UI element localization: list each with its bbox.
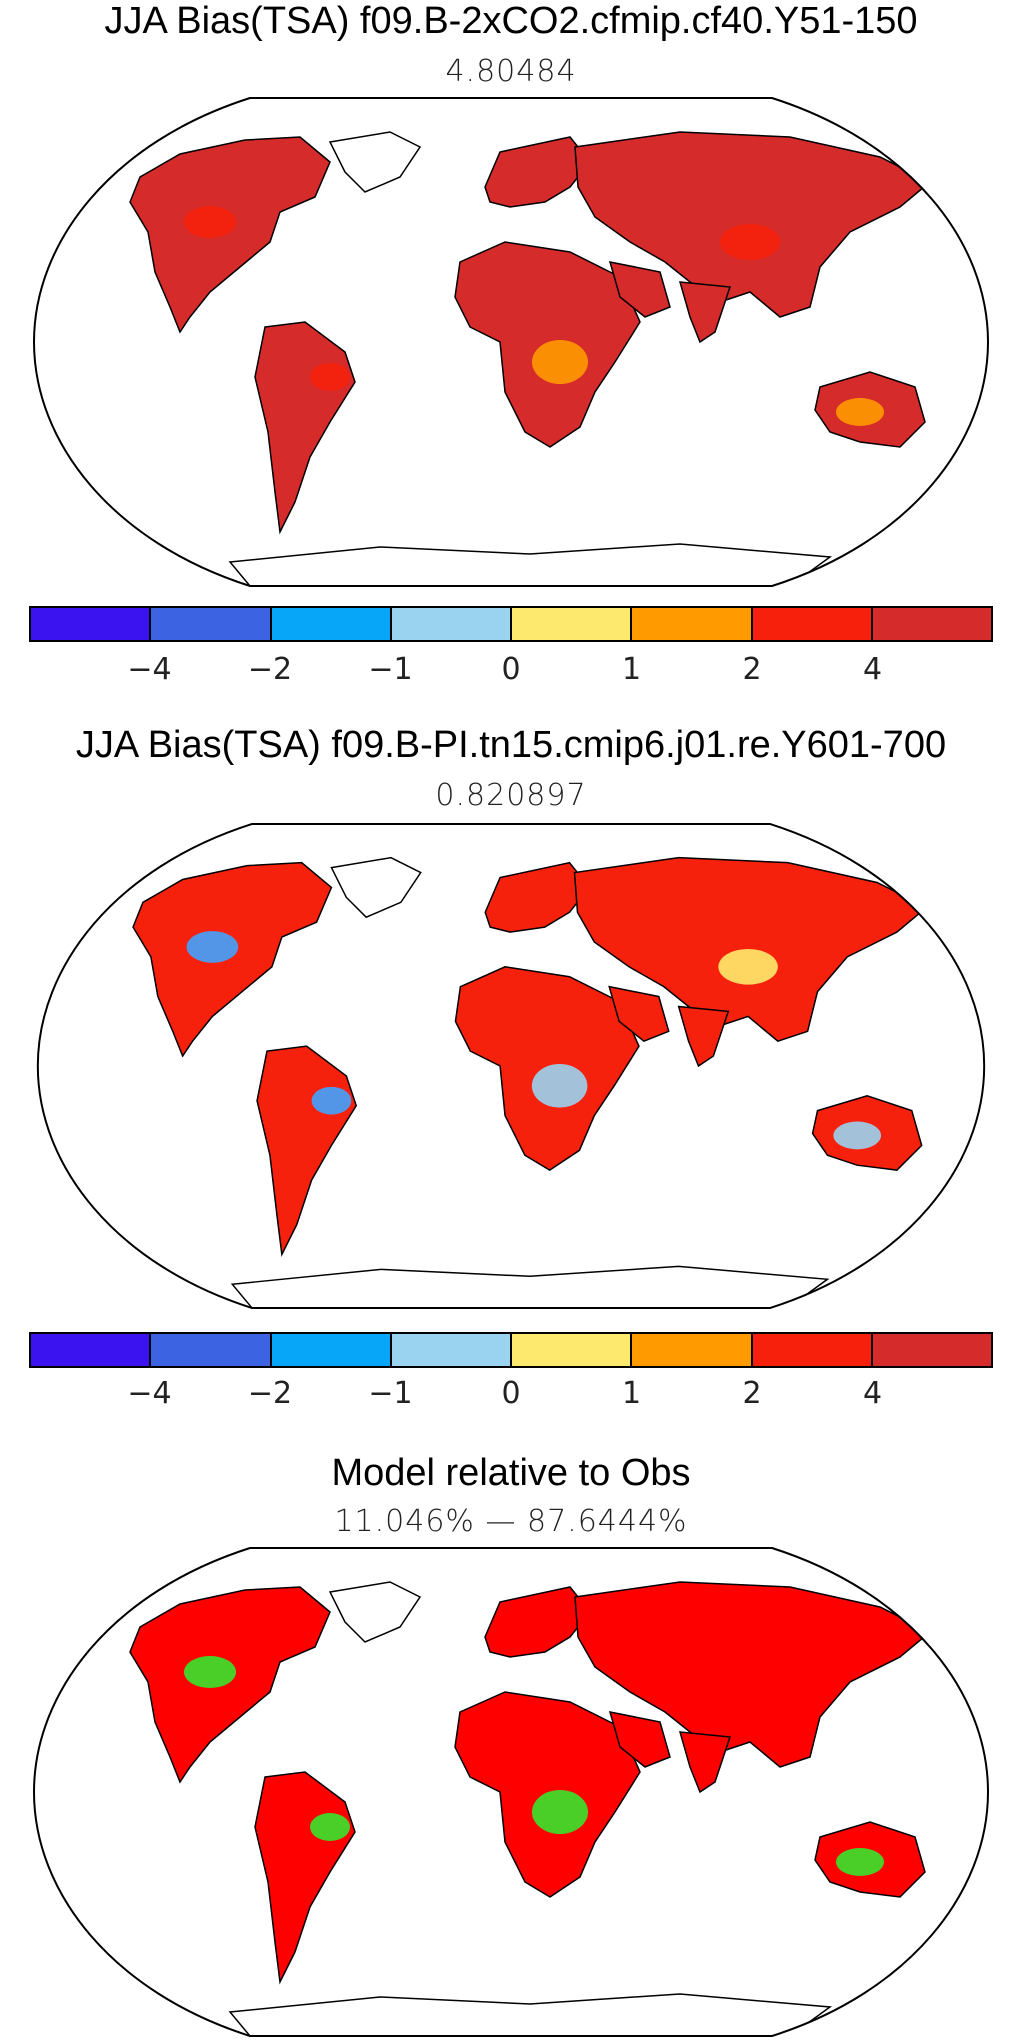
panel-3-subtitle: 11.046% — 87.6444%	[334, 1504, 688, 1539]
south-america-landmass	[256, 1045, 358, 1258]
colorbar-tick-label: −4	[127, 652, 172, 687]
south-america-landmass	[254, 1771, 356, 1985]
bias-patch	[310, 1813, 350, 1841]
europe-landmass	[484, 1586, 591, 1658]
colorbar-box	[271, 1334, 392, 1366]
north-america-landmass	[129, 1586, 331, 1784]
arabia-landmass	[608, 985, 670, 1043]
north-america-landmass	[129, 136, 331, 334]
panel-2-title: JJA Bias(TSA) f09.B-PI.tn15.cmip6.j01.re…	[75, 724, 947, 766]
colorbar-tick-label: 1	[621, 1376, 642, 1411]
bias-patch	[718, 948, 778, 985]
greenland-landmass	[328, 1581, 422, 1643]
bias-patch	[836, 398, 884, 426]
colorbar-box	[391, 608, 512, 640]
colorbar-tick-label: 4	[862, 1376, 883, 1411]
bias-patch	[836, 1848, 884, 1876]
india-landmass	[678, 281, 732, 344]
colorbar-box	[872, 1334, 991, 1366]
colorbar-tick-label: 4	[862, 652, 883, 687]
colorbar-tick-label: −1	[368, 1376, 413, 1411]
colorbar-box	[31, 1334, 152, 1366]
panel-1-subtitle: 4.80484	[445, 54, 577, 89]
colorbar-tick-label: −1	[368, 652, 413, 687]
south-america-landmass	[254, 321, 356, 535]
bias-patch	[720, 224, 780, 260]
map-border	[32, 97, 990, 587]
colorbar-box	[31, 608, 152, 640]
antarctica-landmass	[230, 1265, 830, 1309]
colorbar-box	[271, 608, 392, 640]
bias-patch	[186, 931, 239, 963]
panel-3-title: Model relative to Obs	[331, 1452, 691, 1494]
bias-patch	[310, 363, 350, 391]
bias-patch	[833, 1121, 882, 1150]
bias-patch	[184, 1656, 236, 1688]
panel-3-map	[32, 1547, 990, 2037]
antarctica-landmass	[228, 1993, 833, 2036]
colorbar-box	[752, 608, 873, 640]
panel-2-subtitle: 0.820897	[435, 778, 587, 813]
colorbar-tick-label: −2	[247, 652, 293, 687]
map-border	[36, 822, 986, 1310]
arabia-landmass	[608, 261, 671, 318]
colorbar-tick-label: −4	[127, 1376, 172, 1411]
colorbar-box	[151, 608, 272, 640]
map-border	[32, 1547, 990, 2037]
panel-1-colorbar-ticks: −4 −2 −1 0 1 2 4	[29, 652, 993, 692]
panel-1-title: JJA Bias(TSA) f09.B-2xCO2.cfmip.cf40.Y51…	[104, 0, 918, 42]
india-landmass	[677, 1005, 730, 1068]
colorbar-box	[391, 1334, 512, 1366]
bias-patch	[184, 206, 236, 238]
colorbar-tick-label: 1	[621, 652, 642, 687]
arabia-landmass	[608, 1711, 671, 1768]
colorbar-tick-label: 2	[742, 1376, 762, 1411]
bias-patch	[531, 1064, 588, 1108]
colorbar-box	[512, 1334, 633, 1366]
colorbar-tick-label: −2	[247, 1376, 293, 1411]
colorbar-box	[752, 1334, 873, 1366]
panel-1-map	[32, 97, 990, 587]
colorbar-box	[151, 1334, 272, 1366]
panel-2-colorbar	[29, 1332, 993, 1368]
europe-landmass	[484, 136, 591, 208]
antarctica-landmass	[228, 543, 833, 586]
india-landmass	[678, 1731, 732, 1794]
colorbar-box	[872, 608, 991, 640]
europe-landmass	[484, 861, 591, 933]
colorbar-tick-label: 0	[501, 652, 521, 687]
bias-patch	[532, 340, 588, 384]
colorbar-box	[632, 1334, 753, 1366]
colorbar-box	[632, 608, 753, 640]
panel-1-colorbar	[29, 606, 993, 642]
bias-patch	[311, 1086, 352, 1115]
panel-2-colorbar-ticks: −4 −2 −1 0 1 2 4	[29, 1376, 993, 1416]
bias-patch	[532, 1790, 588, 1834]
colorbar-tick-label: 0	[501, 1376, 521, 1411]
bias-patch	[720, 1674, 780, 1710]
greenland-landmass	[330, 856, 422, 919]
panel-2-map	[36, 822, 986, 1310]
colorbar-box	[512, 608, 633, 640]
north-america-landmass	[132, 861, 333, 1058]
greenland-landmass	[328, 131, 422, 193]
colorbar-tick-label: 2	[742, 652, 762, 687]
